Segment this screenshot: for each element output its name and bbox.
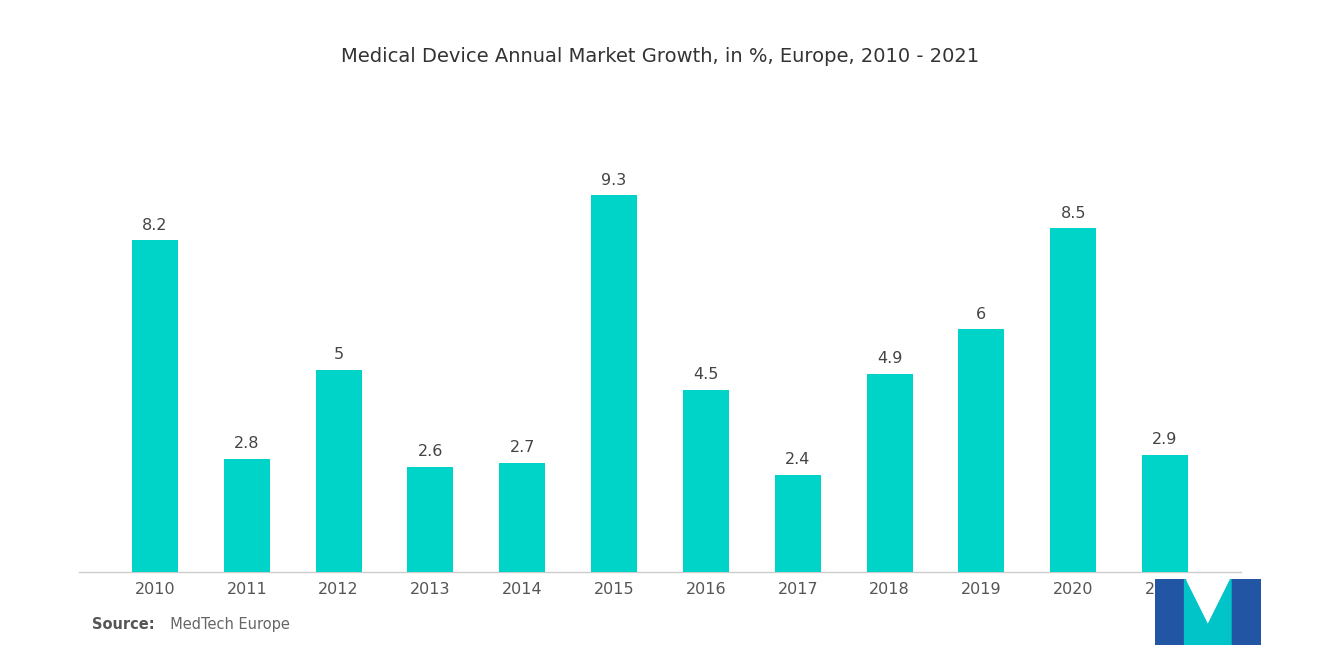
Text: 2.7: 2.7 [510,440,535,456]
Bar [408,467,453,572]
Text: 9.3: 9.3 [602,173,627,188]
Bar [1232,579,1261,645]
Text: 2.4: 2.4 [785,452,810,467]
Text: 8.2: 8.2 [143,217,168,233]
Bar [132,240,178,572]
Text: 6: 6 [977,307,986,322]
Polygon shape [1192,579,1224,615]
Text: 2.8: 2.8 [234,436,260,452]
Text: 2.6: 2.6 [417,444,444,460]
Polygon shape [1184,579,1208,645]
Bar [1142,454,1188,572]
Bar [1155,579,1184,645]
Polygon shape [1208,579,1232,645]
Text: MedTech Europe: MedTech Europe [161,616,290,632]
Bar [958,329,1005,572]
Bar [1051,228,1096,572]
Text: 2.9: 2.9 [1152,432,1177,448]
Text: 4.5: 4.5 [693,368,718,382]
Bar [775,475,821,572]
Bar [499,463,545,572]
Bar [315,370,362,572]
Bar [867,374,912,572]
Bar [682,390,729,572]
Text: 8.5: 8.5 [1060,205,1086,221]
Bar [591,196,638,572]
Bar [224,459,269,572]
Text: Medical Device Annual Market Growth, in %, Europe, 2010 - 2021: Medical Device Annual Market Growth, in … [341,47,979,66]
Text: 4.9: 4.9 [876,351,903,366]
Text: Source:: Source: [92,616,154,632]
Text: 5: 5 [334,347,343,362]
